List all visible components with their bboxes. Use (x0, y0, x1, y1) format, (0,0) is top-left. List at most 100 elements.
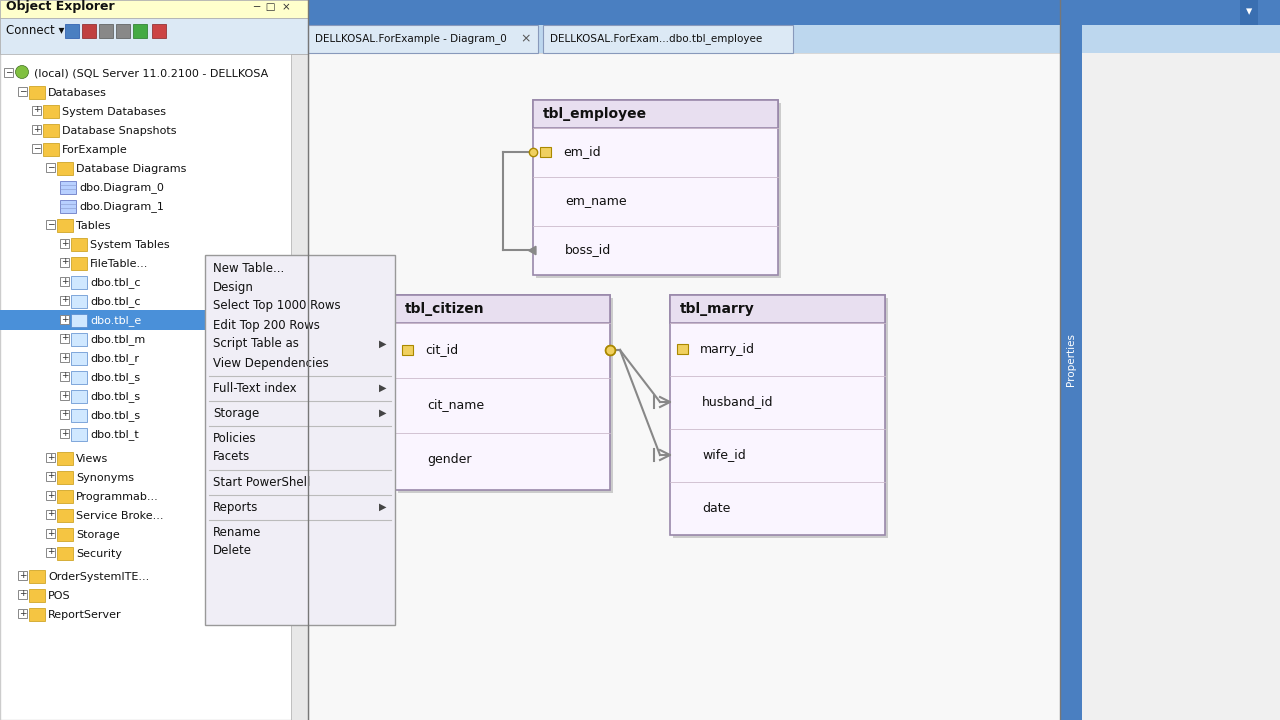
Text: dbo.tbl_m: dbo.tbl_m (90, 335, 145, 346)
Text: Storage: Storage (212, 407, 260, 420)
Text: System Databases: System Databases (61, 107, 166, 117)
Bar (543, 25, 794, 53)
Text: Service Broke...: Service Broke... (76, 511, 164, 521)
Bar (32, 125, 41, 134)
Bar (4, 68, 13, 77)
Bar (532, 100, 778, 128)
Bar (46, 491, 55, 500)
Text: Database Snapshots: Database Snapshots (61, 126, 177, 136)
Text: +: + (60, 410, 68, 418)
Bar (70, 257, 87, 270)
Bar (70, 409, 87, 422)
Bar (60, 296, 69, 305)
Text: POS: POS (49, 591, 70, 601)
Bar (58, 219, 73, 232)
Bar (60, 277, 69, 286)
Text: dbo.tbl_s: dbo.tbl_s (90, 392, 140, 402)
Bar (58, 452, 73, 465)
Text: ─  □  ×: ─ □ × (253, 2, 291, 12)
Bar (60, 258, 69, 267)
Bar (60, 315, 69, 324)
Text: +: + (60, 353, 68, 361)
Text: Connect ▾: Connect ▾ (6, 24, 64, 37)
Text: Views: Views (76, 454, 109, 464)
Circle shape (15, 66, 28, 78)
Text: +: + (33, 125, 40, 133)
Bar (58, 162, 73, 175)
Text: +: + (60, 258, 68, 266)
Bar (540, 147, 550, 157)
Bar (398, 298, 613, 493)
Text: DELLKOSAL.ForExam...dbo.tbl_employee: DELLKOSAL.ForExam...dbo.tbl_employee (550, 34, 763, 45)
Text: gender: gender (428, 454, 471, 467)
Text: New Table...: New Table... (212, 261, 284, 274)
Bar (60, 353, 69, 362)
Text: ForExample: ForExample (61, 145, 128, 155)
Text: +: + (19, 608, 27, 618)
Text: Full-Text index: Full-Text index (212, 382, 297, 395)
Text: +: + (60, 428, 68, 438)
Bar (44, 124, 59, 137)
Text: dbo.tbl_s: dbo.tbl_s (90, 410, 140, 421)
Bar (65, 24, 79, 38)
Text: Policies: Policies (212, 431, 256, 444)
Text: −: − (5, 68, 13, 76)
Bar (536, 103, 781, 278)
Text: dbo.tbl_c: dbo.tbl_c (90, 297, 141, 307)
Text: em_name: em_name (564, 194, 627, 207)
Text: +: + (19, 590, 27, 598)
Text: dbo.tbl_r: dbo.tbl_r (90, 354, 140, 364)
Bar (205, 255, 396, 625)
Text: boss_id: boss_id (564, 243, 612, 256)
Text: +: + (60, 390, 68, 400)
Text: cit_id: cit_id (425, 343, 458, 356)
Bar (70, 295, 87, 308)
Bar (308, 53, 1060, 720)
Bar (60, 181, 76, 194)
Bar (70, 352, 87, 365)
Text: ▾: ▾ (1245, 6, 1252, 19)
Text: husband_id: husband_id (701, 395, 773, 408)
Bar (60, 391, 69, 400)
Text: ×: × (521, 32, 531, 45)
Text: DELLKOSAL.ForExample - Diagram_0: DELLKOSAL.ForExample - Diagram_0 (315, 34, 507, 45)
Text: Tables: Tables (76, 221, 110, 231)
Bar (70, 428, 87, 441)
Bar (60, 429, 69, 438)
Bar (308, 0, 1280, 25)
Text: (local) (SQL Server 11.0.2100 - DELLKOSA: (local) (SQL Server 11.0.2100 - DELLKOSA (35, 69, 269, 79)
Bar (46, 163, 55, 172)
Text: dbo.tbl_e: dbo.tbl_e (90, 315, 141, 326)
Text: Synonyms: Synonyms (76, 473, 134, 483)
Bar (669, 295, 884, 535)
Text: +: + (60, 333, 68, 343)
Text: Delete: Delete (212, 544, 252, 557)
Text: ▶: ▶ (379, 383, 387, 393)
Bar (46, 453, 55, 462)
Bar (58, 471, 73, 484)
Text: wife_id: wife_id (701, 449, 746, 462)
Text: ▶: ▶ (379, 339, 387, 349)
Text: tbl_marry: tbl_marry (680, 302, 755, 316)
Bar (82, 24, 96, 38)
Text: +: + (47, 472, 54, 480)
Text: Databases: Databases (49, 88, 106, 98)
Bar (29, 608, 45, 621)
Bar (58, 490, 73, 503)
Text: +: + (47, 452, 54, 462)
Bar (18, 590, 27, 599)
Bar (29, 86, 45, 99)
Text: System Tables: System Tables (90, 240, 170, 250)
Bar (532, 100, 778, 275)
Bar (70, 314, 87, 327)
Bar (29, 589, 45, 602)
Bar (308, 25, 538, 53)
Text: Database Diagrams: Database Diagrams (76, 164, 187, 174)
Bar (70, 390, 87, 403)
Bar (291, 295, 308, 335)
Text: +: + (47, 547, 54, 557)
Bar (44, 105, 59, 118)
Text: +: + (33, 106, 40, 114)
Bar (70, 238, 87, 251)
Bar (60, 410, 69, 419)
